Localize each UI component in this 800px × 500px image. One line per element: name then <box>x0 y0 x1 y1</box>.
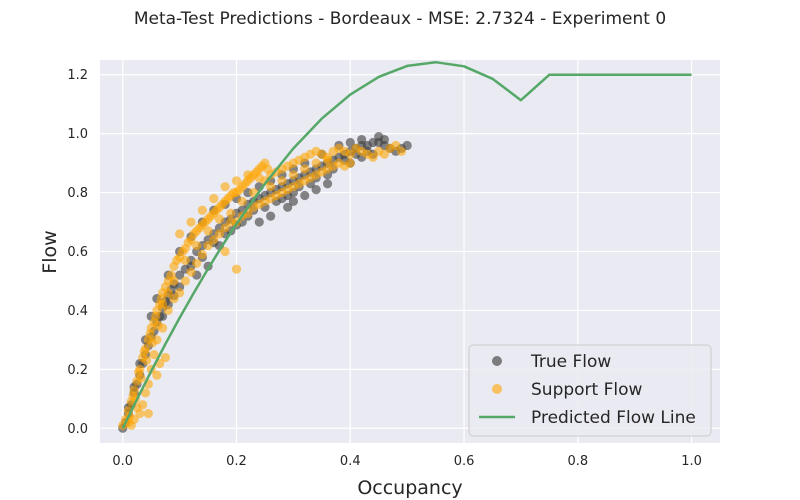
y-axis-label: Flow <box>39 230 61 273</box>
support-flow-point <box>322 155 333 165</box>
support-flow-point <box>197 249 207 260</box>
true-flow-point <box>379 134 390 145</box>
support-flow-point <box>266 182 276 192</box>
support-flow-point <box>214 214 225 224</box>
predicted-flow-line <box>121 60 692 429</box>
support-flow-point <box>209 235 219 245</box>
support-flow-point <box>157 323 168 333</box>
legend-label-predicted-line: Predicted Flow Line <box>531 408 696 428</box>
support-flow-point <box>180 255 190 265</box>
support-flow-point <box>277 176 287 186</box>
support-flow-point <box>220 246 230 257</box>
legend-box <box>468 344 712 437</box>
true-flow-point <box>175 270 185 280</box>
support-flow-point <box>197 205 207 215</box>
y-tick-label: 1.2 <box>67 68 88 83</box>
x-tick-label: 0.0 <box>112 454 133 469</box>
support-flow-point <box>214 229 225 239</box>
support-flow-point <box>186 267 196 277</box>
chart-marks <box>118 60 692 433</box>
chart-title: Meta-Test Predictions - Bordeaux - MSE: … <box>134 9 666 29</box>
support-flow-point <box>140 388 151 398</box>
support-flow-point <box>163 288 173 298</box>
support-flow-point <box>186 217 196 227</box>
true-flow-point <box>345 137 355 148</box>
x-tick-label: 1.0 <box>681 454 702 469</box>
support-flow-point <box>203 241 213 251</box>
support-flow-point <box>237 196 247 207</box>
support-flow-point <box>391 140 401 151</box>
legend-marker-true-flow <box>492 356 502 366</box>
support-flow-point <box>192 258 202 268</box>
support-flow-point <box>175 288 185 298</box>
support-flow-point <box>149 350 159 360</box>
x-tick-label: 0.4 <box>340 454 361 469</box>
support-flow-point <box>368 152 378 162</box>
support-flow-point <box>192 241 202 251</box>
support-flow-point <box>288 170 298 180</box>
support-flow-point <box>203 226 213 236</box>
true-flow-point <box>283 202 293 212</box>
support-flow-point <box>152 335 162 345</box>
support-flow-point <box>231 176 242 186</box>
true-flow-point <box>300 190 310 201</box>
y-tick-labels: 0.0 0.2 0.4 0.6 0.8 1.0 1.2 <box>67 68 88 437</box>
support-flow-point <box>209 193 219 204</box>
x-axis-label: Occupancy <box>357 477 462 499</box>
support-flow-point <box>311 158 321 168</box>
support-flow-point <box>142 355 152 366</box>
legend-label-support-flow: Support Flow <box>531 380 643 400</box>
true-flow-point <box>311 185 321 195</box>
support-flow-point <box>220 182 230 192</box>
x-tick-label: 0.6 <box>454 454 475 469</box>
true-flow-point <box>254 217 264 227</box>
support-flow-point <box>126 420 136 430</box>
support-flow-point <box>129 385 139 395</box>
support-flow-point <box>152 370 162 380</box>
true-flow-point <box>266 211 276 221</box>
support-flow-point <box>396 146 407 156</box>
support-flow-point <box>345 158 355 168</box>
x-tick-labels: 0.0 0.2 0.4 0.6 0.8 1.0 <box>112 454 701 469</box>
support-flow-point <box>226 208 236 218</box>
true-flow-point <box>402 140 412 151</box>
x-tick-label: 0.8 <box>567 454 588 469</box>
support-flow-point <box>169 294 179 304</box>
support-flow-point <box>143 408 153 419</box>
support-flow-point <box>300 164 310 174</box>
support-flow-point <box>160 352 171 363</box>
support-flow-point <box>135 364 145 374</box>
y-tick-label: 0.8 <box>67 186 88 201</box>
y-tick-label: 0.4 <box>67 304 88 319</box>
support-flow-point <box>140 344 151 354</box>
x-tick-label: 0.2 <box>226 454 247 469</box>
support-flow-point <box>163 305 173 316</box>
support-flow-point <box>231 264 242 274</box>
support-flow-point <box>157 299 168 310</box>
legend-label-true-flow: True Flow <box>530 352 611 372</box>
legend-marker-support-flow <box>492 384 502 394</box>
true-flow-point <box>322 179 333 189</box>
support-flow-point <box>220 223 230 233</box>
support-flow-point <box>175 229 185 239</box>
support-flow-point <box>136 373 146 383</box>
y-tick-label: 1.0 <box>67 127 88 142</box>
support-flow-point <box>260 176 270 186</box>
true-flow-point <box>157 311 168 321</box>
support-flow-point <box>243 170 253 180</box>
support-flow-point <box>180 276 190 286</box>
true-flow-point <box>288 196 298 207</box>
legend: True Flow Support Flow Predicted Flow Li… <box>468 344 712 437</box>
support-flow-point <box>169 276 179 286</box>
support-flow-point <box>379 149 390 159</box>
y-tick-label: 0.6 <box>67 245 88 260</box>
y-tick-label: 0.2 <box>67 363 88 378</box>
true-flow-point <box>357 134 367 145</box>
support-flow-point <box>345 149 355 159</box>
y-tick-label: 0.0 <box>67 422 88 437</box>
